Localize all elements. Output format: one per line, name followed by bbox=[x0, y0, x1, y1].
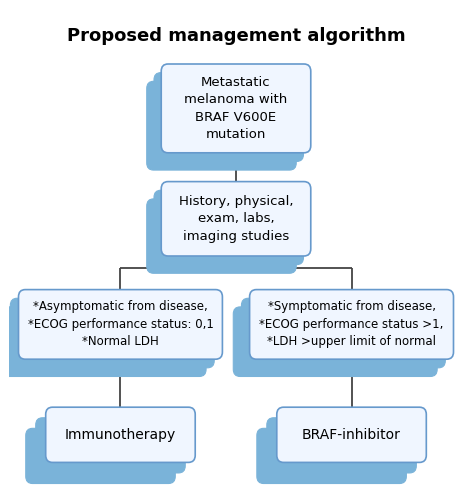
FancyBboxPatch shape bbox=[250, 290, 454, 359]
FancyBboxPatch shape bbox=[154, 190, 303, 264]
FancyBboxPatch shape bbox=[242, 298, 446, 368]
Text: Immunotherapy: Immunotherapy bbox=[65, 428, 176, 442]
FancyBboxPatch shape bbox=[154, 72, 303, 162]
FancyBboxPatch shape bbox=[233, 307, 437, 376]
FancyBboxPatch shape bbox=[161, 182, 311, 256]
Text: *Asymptomatic from disease,
*ECOG performance status: 0,1
*Normal LDH: *Asymptomatic from disease, *ECOG perfor… bbox=[27, 300, 213, 348]
Text: BRAF-inhibitor: BRAF-inhibitor bbox=[302, 428, 401, 442]
FancyBboxPatch shape bbox=[10, 298, 214, 368]
FancyBboxPatch shape bbox=[18, 290, 222, 359]
FancyBboxPatch shape bbox=[36, 418, 185, 473]
FancyBboxPatch shape bbox=[257, 428, 406, 484]
Text: History, physical,
exam, labs,
imaging studies: History, physical, exam, labs, imaging s… bbox=[179, 195, 293, 243]
FancyBboxPatch shape bbox=[147, 199, 296, 274]
FancyBboxPatch shape bbox=[277, 407, 426, 463]
Text: *Symptomatic from disease,
*ECOG performance status >1,
*LDH >upper limit of nor: *Symptomatic from disease, *ECOG perform… bbox=[259, 300, 444, 348]
Text: Metastatic
melanoma with
BRAF V600E
mutation: Metastatic melanoma with BRAF V600E muta… bbox=[185, 76, 287, 141]
FancyBboxPatch shape bbox=[147, 82, 296, 170]
FancyBboxPatch shape bbox=[46, 407, 195, 463]
Text: Proposed management algorithm: Proposed management algorithm bbox=[67, 27, 405, 45]
FancyBboxPatch shape bbox=[161, 64, 311, 153]
FancyBboxPatch shape bbox=[26, 428, 175, 484]
FancyBboxPatch shape bbox=[2, 307, 206, 376]
FancyBboxPatch shape bbox=[267, 418, 416, 473]
